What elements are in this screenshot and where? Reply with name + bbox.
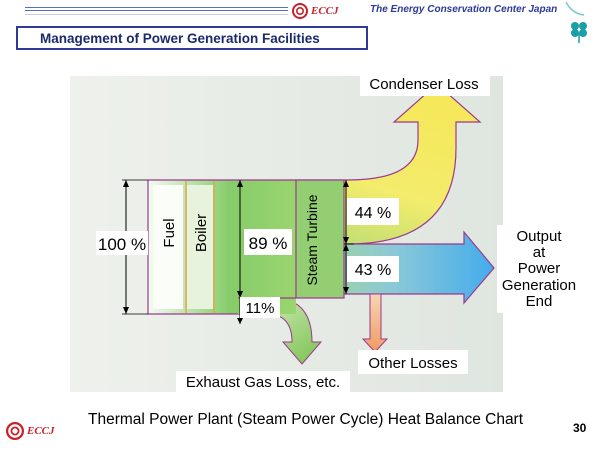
slide-title: Management of Power Generation Facilitie…: [40, 30, 320, 46]
condenser-percent: 44 %: [355, 205, 391, 222]
exhaust-loss-label: Exhaust Gas Loss, etc.: [186, 374, 340, 391]
eccj-emblem-icon: [292, 3, 308, 19]
output-percent-label-bg: [347, 256, 399, 282]
steam-turbine-column: [295, 179, 345, 299]
chart-title: Thermal Power Plant (Steam Power Cycle) …: [88, 411, 524, 428]
output-label-bg: [497, 225, 581, 313]
header-rule-thin: [25, 14, 288, 15]
other-losses-arrow: [361, 293, 389, 353]
other-losses-label: Other Losses: [368, 355, 457, 372]
condenser-loss-label: Condenser Loss: [369, 76, 478, 93]
output-label: Output at Power Generation End: [502, 228, 576, 310]
output-label-line: End: [526, 293, 553, 310]
output-label-line: Power: [518, 260, 561, 277]
header-logo-text: ECCJ: [311, 5, 339, 17]
other-losses-label-bg: [358, 350, 468, 374]
footer-logo-text: ECCJ: [27, 425, 55, 437]
exhaust-percent: 11%: [246, 300, 275, 317]
steam-turbine-label: Steam Turbine: [304, 194, 320, 285]
input-label-bg: [96, 231, 148, 255]
input-percent-label: 100 %: [98, 235, 146, 254]
header-rule: [25, 7, 288, 13]
boiler-output-percent: 89 %: [249, 234, 288, 253]
header-logo: ECCJ: [292, 3, 339, 19]
clover-icon: [565, 1, 587, 43]
output-label-line: Generation: [502, 277, 576, 294]
footer-logo: ECCJ: [6, 422, 55, 440]
page-number: 30: [573, 421, 587, 435]
fuel-column: [153, 185, 183, 309]
output-label-line: Output: [516, 228, 562, 245]
organization-name: The Energy Conservation Center Japan: [370, 4, 558, 15]
boiler-output-label-bg: [244, 229, 292, 255]
output-percent: 43 %: [355, 262, 391, 279]
exhaust-loss-label-bg: [176, 371, 350, 393]
condenser-loss-label-bg: [360, 70, 490, 96]
boiler-column: [187, 185, 213, 309]
output-label-line: at: [533, 244, 546, 261]
condenser-label-bg: [347, 198, 399, 225]
exhaust-label-bg: [240, 297, 280, 318]
fuel-label: Fuel: [161, 218, 178, 247]
eccj-emblem-icon: [6, 422, 24, 440]
slide-title-box: Management of Power Generation Facilitie…: [16, 26, 368, 50]
boiler-label: Boiler: [193, 214, 210, 252]
